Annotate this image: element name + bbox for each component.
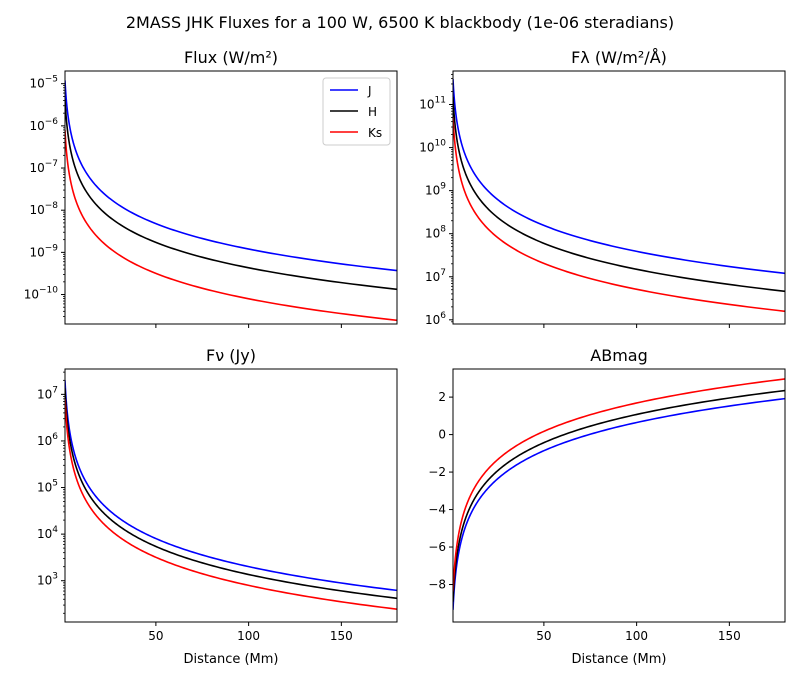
series-Ks-line — [453, 117, 785, 313]
x-tick-label: 150 — [330, 629, 353, 643]
plot-frame — [64, 368, 398, 623]
y-tick-label: 2 — [438, 390, 446, 404]
series-Ks-line — [65, 398, 397, 610]
series-J-line — [65, 80, 397, 272]
y-tick-label: 0 — [438, 428, 446, 442]
panel-title: Fν (Jy) — [206, 346, 256, 365]
x-tick-label: 100 — [625, 629, 648, 643]
series-H-line — [65, 99, 397, 291]
legend-label-Ks: Ks — [368, 126, 382, 140]
y-tick-label: 10−10 — [24, 286, 59, 302]
y-tick-label: 1010 — [419, 139, 446, 155]
y-tick-label: 106 — [425, 311, 446, 327]
y-tick-label: 1011 — [419, 96, 446, 112]
legend-label-H: H — [368, 105, 377, 119]
series-H-line — [453, 389, 785, 602]
panel-4: ABmag 50 100 150 Distance (Mm) −8 −6 −4 −2 0 2 — [428, 346, 786, 667]
x-tick-label: 50 — [148, 629, 163, 643]
y-tick-label: 109 — [425, 182, 446, 198]
y-tick-label: 103 — [37, 572, 58, 588]
x-axis-label: Distance (Mm) — [184, 652, 279, 667]
y-tick-label: −8 — [428, 578, 446, 592]
y-tick-label: 107 — [425, 268, 446, 284]
y-tick-label: 10−5 — [29, 75, 58, 91]
x-tick-label: 100 — [237, 629, 260, 643]
series-J-line — [453, 79, 785, 275]
panel-2: Fλ (W/m²/Å) 106 107 108 109 1010 1011 — [419, 48, 786, 328]
panel-title: ABmag — [590, 346, 647, 365]
legend: JH Ks — [322, 77, 391, 146]
y-tick-label: −4 — [428, 503, 446, 517]
panel-3: Fν (Jy) 50 100 150 Distance (Mm) 103 104 105 106… — [37, 346, 398, 667]
series-H-line — [65, 388, 397, 600]
y-tick-label: 10−7 — [29, 159, 58, 175]
plot-frame — [452, 368, 786, 623]
y-tick-label: 104 — [37, 525, 58, 541]
y-tick-label: 10−6 — [29, 117, 58, 133]
y-tick-label: 106 — [37, 432, 58, 448]
x-tick-label: 150 — [718, 629, 741, 643]
y-tick-label: −2 — [428, 465, 446, 479]
panel-title: Flux (W/m²) — [184, 48, 278, 67]
x-tick-label: 50 — [536, 629, 551, 643]
y-tick-label: 10−9 — [29, 243, 58, 259]
series-Ks-line — [65, 130, 397, 322]
y-tick-label: 10−8 — [29, 201, 58, 217]
series-H-line — [453, 96, 785, 293]
figure-title: 2MASS JHK Fluxes for a 100 W, 6500 K bla… — [126, 13, 674, 32]
legend-label-J: J — [367, 84, 372, 98]
series-Ks-line — [453, 378, 785, 592]
y-tick-label: −6 — [428, 540, 446, 554]
y-tick-label: 107 — [37, 385, 58, 401]
y-tick-label: 105 — [37, 479, 58, 495]
panel-1: Flux (W/m²) 10−10 10−9 10−8 10−7 10−6 10−5 JH Ks — [24, 48, 398, 328]
x-axis-label: Distance (Mm) — [572, 652, 667, 667]
y-tick-label: 108 — [425, 225, 446, 241]
panel-title: Fλ (W/m²/Å) — [571, 48, 667, 67]
